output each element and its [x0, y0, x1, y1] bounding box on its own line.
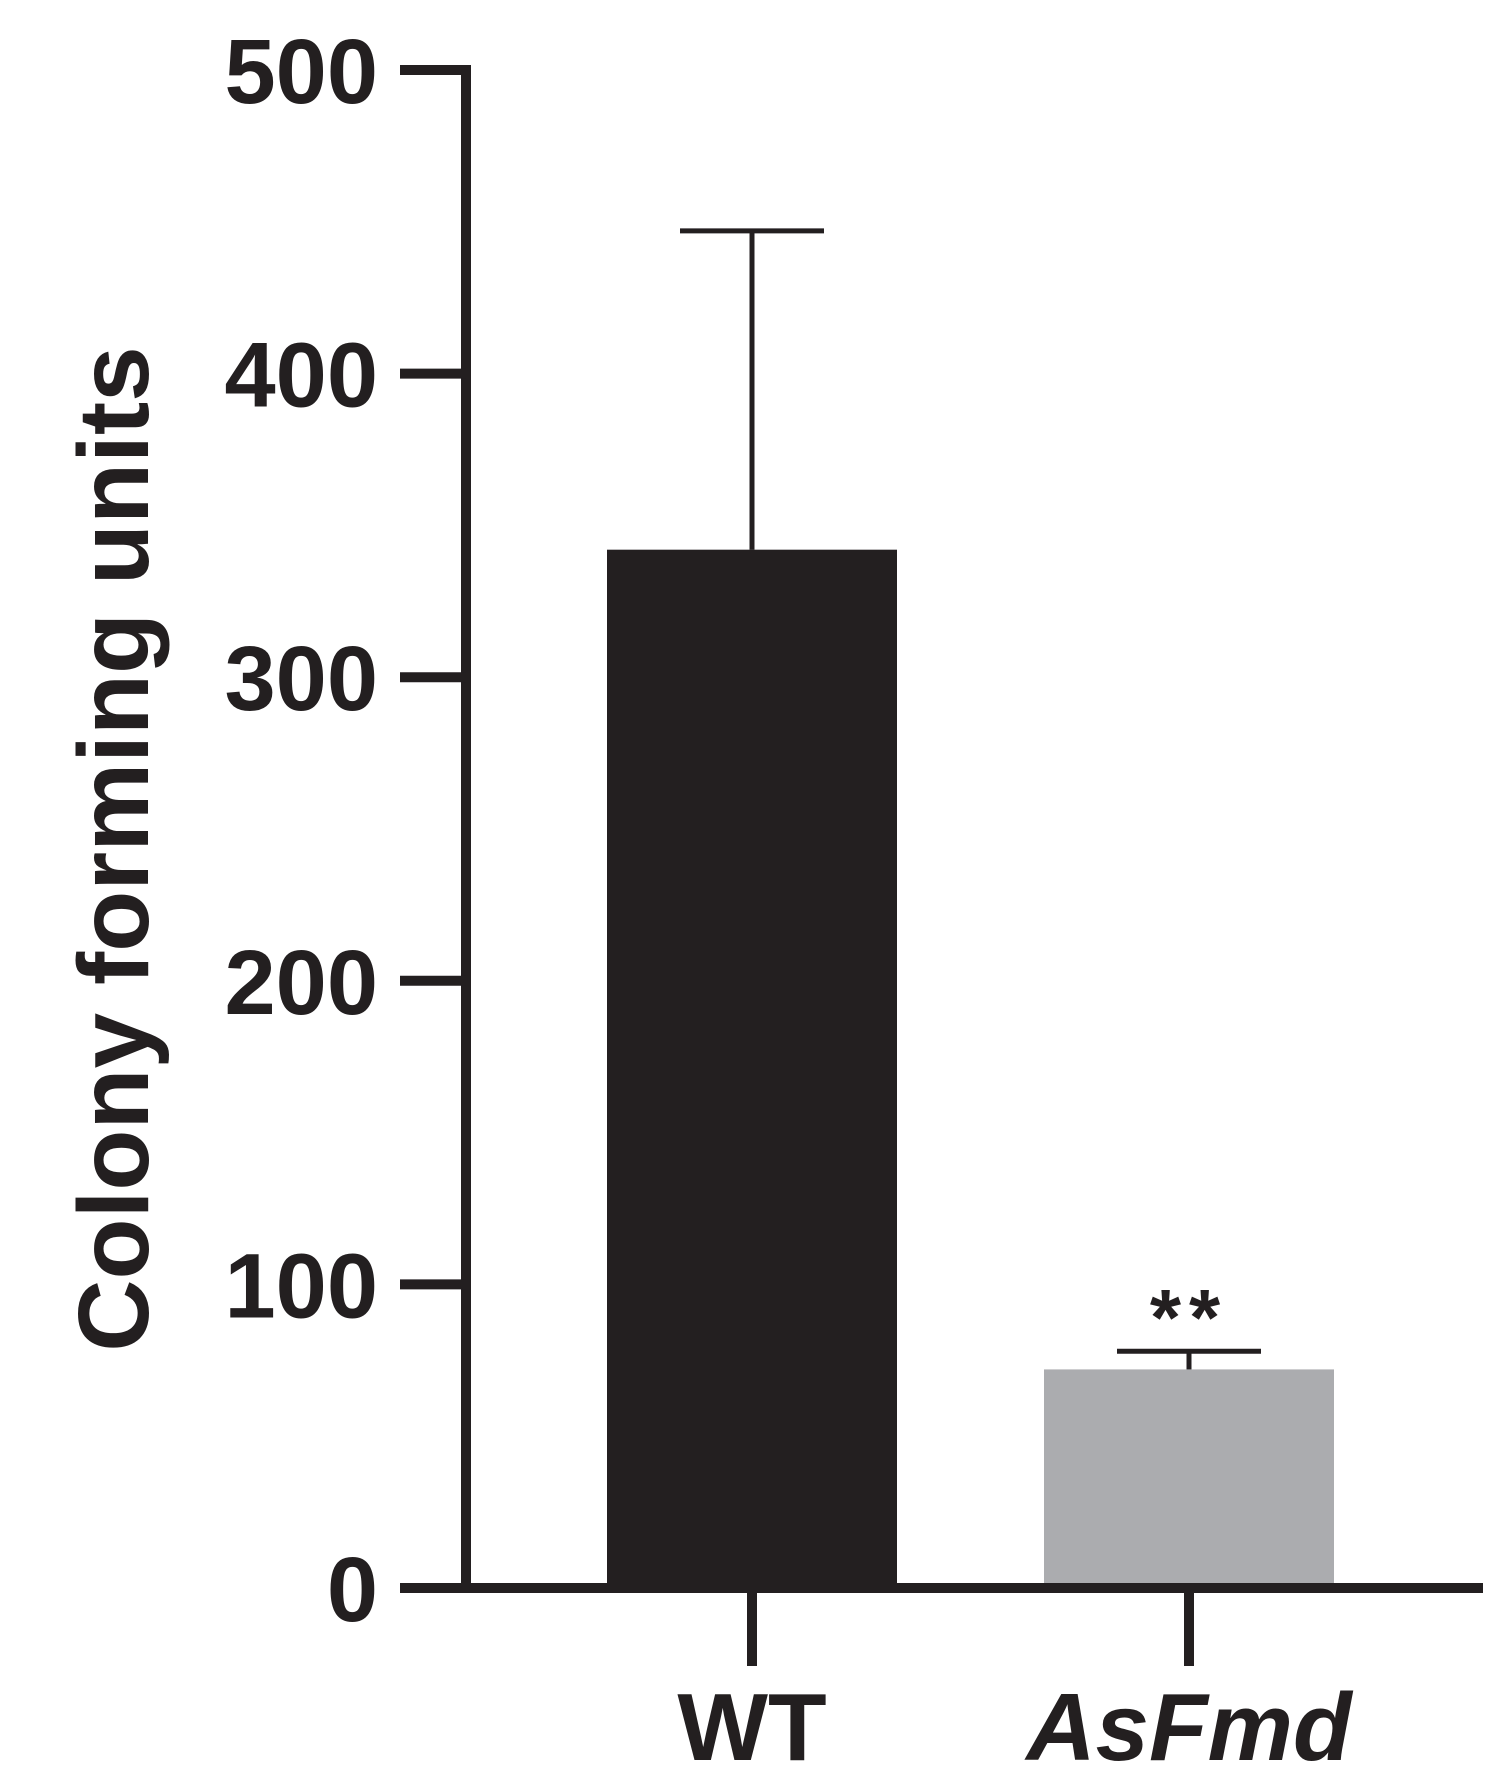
y-tick-label: 400 [225, 325, 379, 427]
y-tick-label: 200 [225, 932, 379, 1034]
bar-wt [607, 549, 897, 1588]
y-tick-label: 100 [225, 1235, 379, 1337]
significance-marker: ** [1150, 1273, 1228, 1362]
y-tick-label: 300 [225, 628, 379, 730]
x-tick-label-asfmd: AsFmd [1024, 1674, 1354, 1781]
y-tick-label: 0 [327, 1539, 378, 1641]
x-tick-label-wt: WT [677, 1674, 826, 1781]
y-axis-title: Colony forming units [58, 346, 170, 1351]
bar-asfmd [1044, 1369, 1334, 1588]
y-tick-label: 500 [225, 21, 379, 123]
